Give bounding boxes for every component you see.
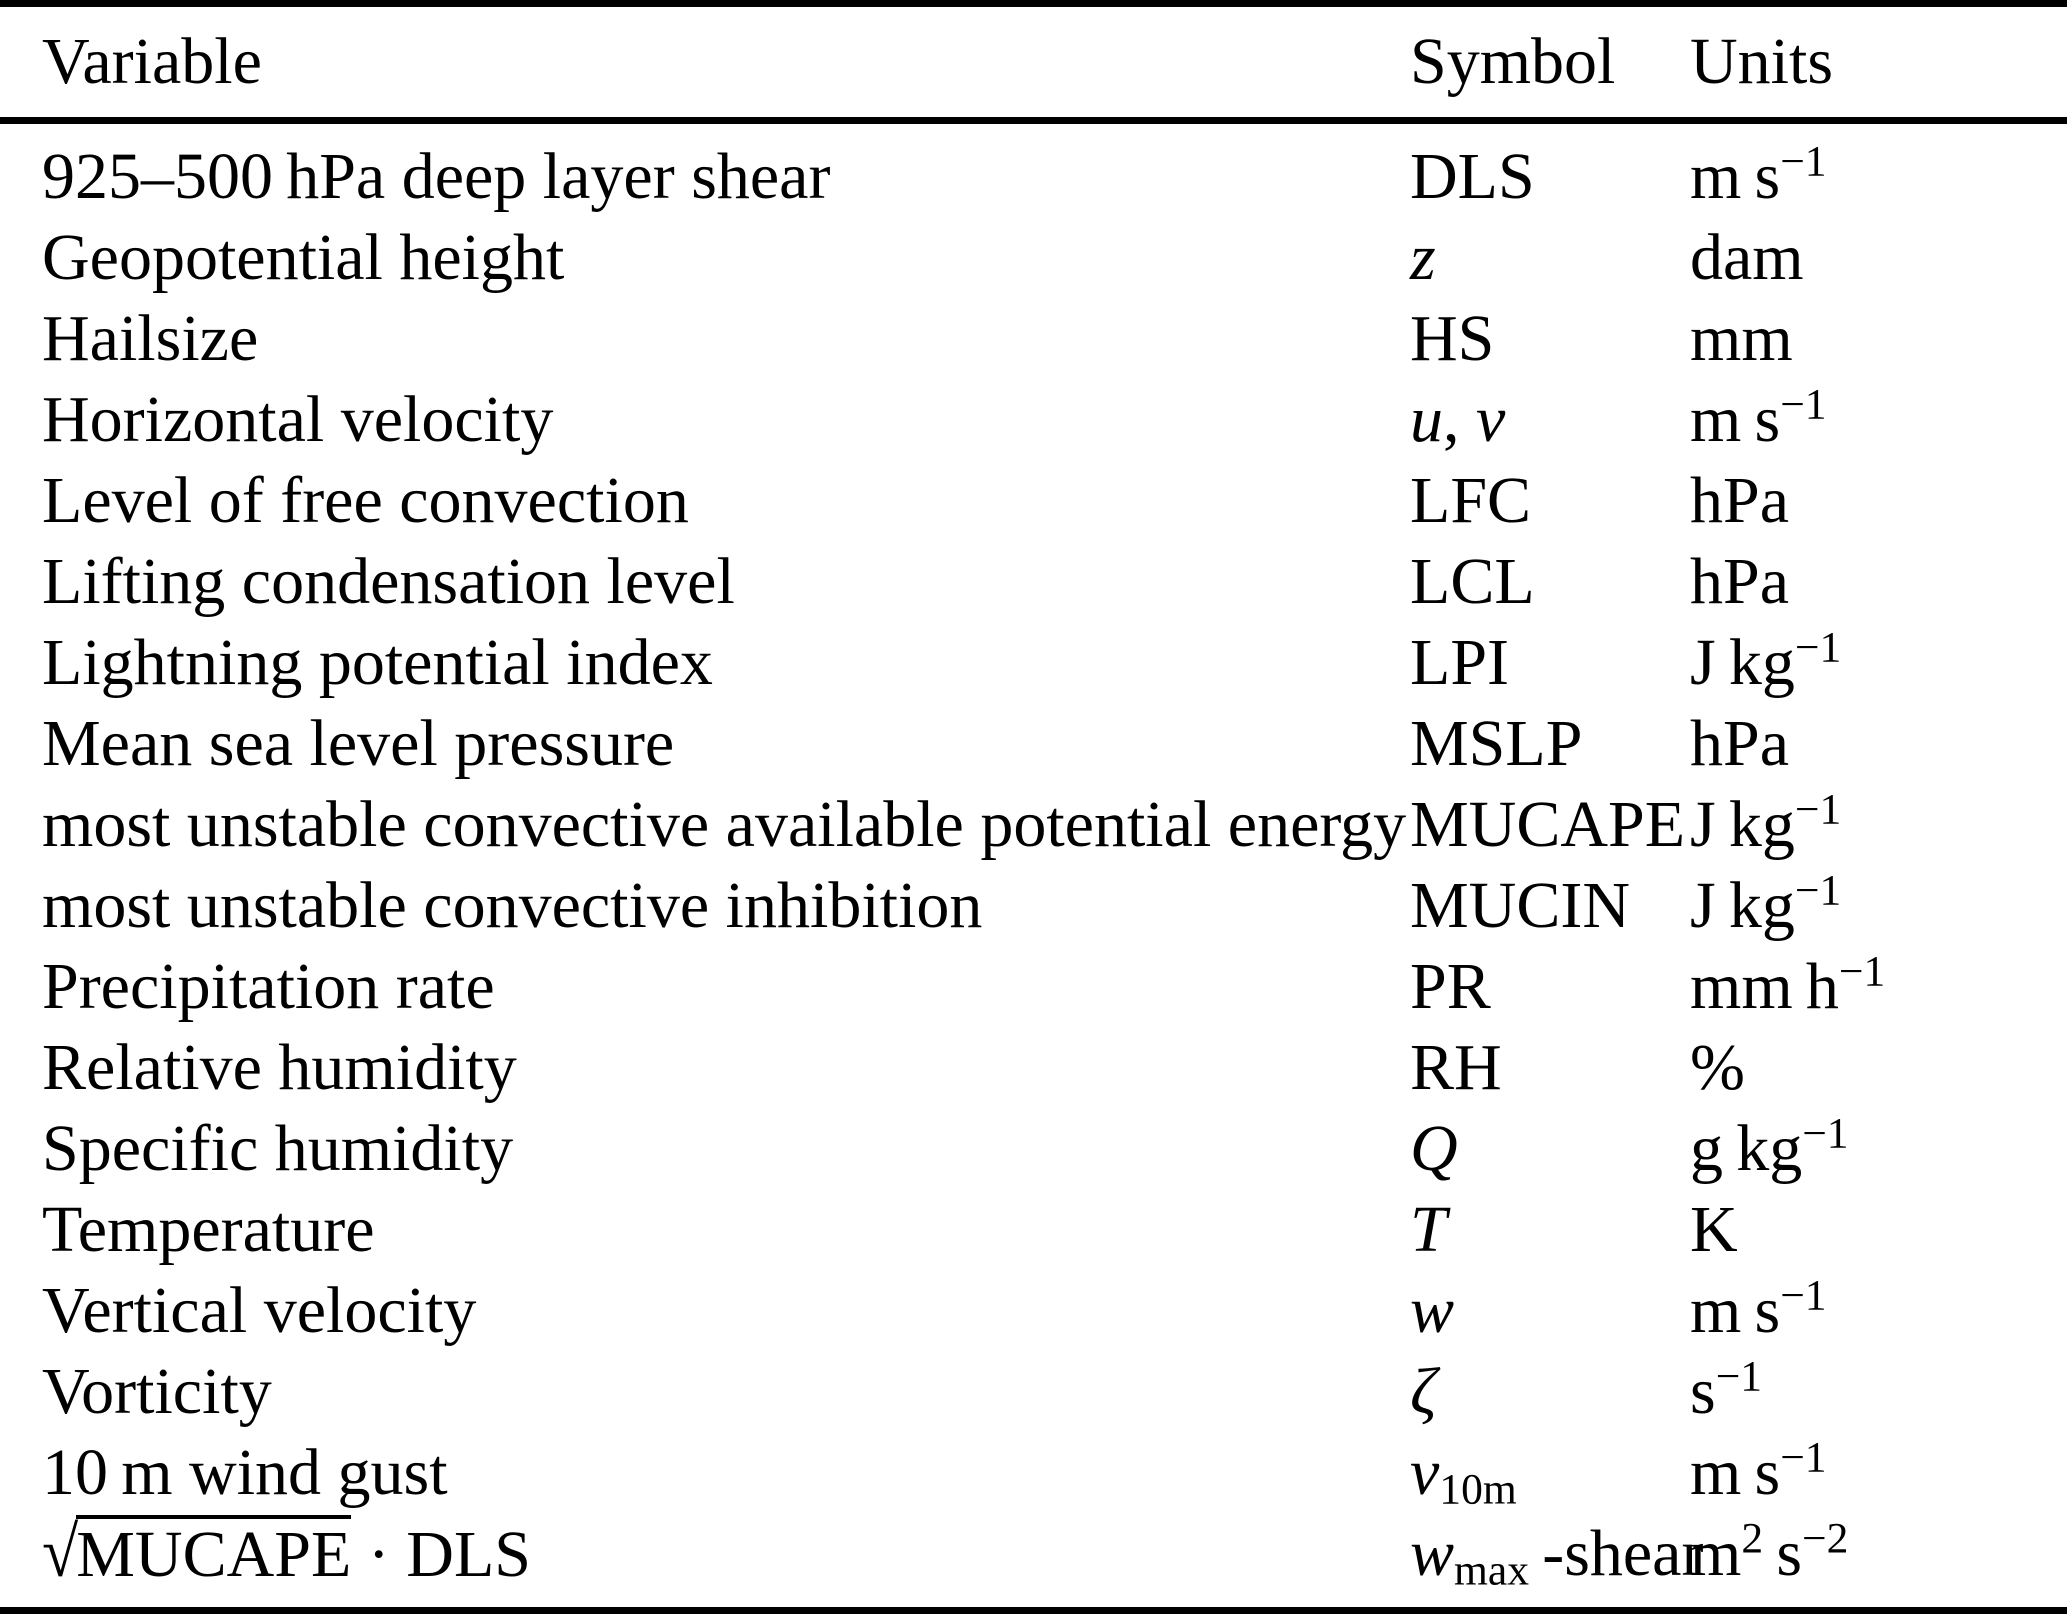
variable-cell: Mean sea level pressure [42, 706, 675, 780]
variable-cell: Specific humidity [42, 1111, 514, 1185]
table-row: Temperature T K [0, 1189, 2067, 1270]
column-header-symbol: Symbol [1410, 25, 1616, 98]
table-row: Vertical velocity w m s−1 [0, 1270, 2067, 1351]
variable-cell: √MUCAPE · DLS [0, 1513, 1410, 1593]
symbol-cell: wmax -shear [1410, 1516, 1704, 1595]
symbol-cell: v10m [1410, 1435, 1517, 1514]
symbol-cell: MUCAPE [1410, 787, 1686, 861]
symbol-cell: LPI [1410, 625, 1509, 699]
variable-cell: Vertical velocity [42, 1273, 477, 1347]
variable-cell: Horizontal velocity [42, 382, 554, 456]
square-root-expression: √MUCAPE [42, 1513, 352, 1592]
units-cell: m s−1 [1690, 379, 1827, 456]
symbol-cell: HS [1410, 301, 1495, 375]
variable-cell: Precipitation rate [42, 949, 495, 1023]
variable-cell: Lifting condensation level [42, 544, 735, 618]
table-row: Level of free convection LFC hPa [0, 460, 2067, 541]
column-header-units: Units [1690, 25, 1834, 98]
symbol-cell: T [1410, 1192, 1447, 1266]
units-cell: hPa [1690, 463, 1789, 537]
symbol-cell: RH [1410, 1030, 1502, 1104]
table-row: Mean sea level pressure MSLP hPa [0, 703, 2067, 784]
table-body: 925–500 hPa deep layer shear DLS m s−1 G… [0, 136, 2067, 1594]
table-row: Hailsize HS mm [0, 298, 2067, 379]
units-cell: hPa [1690, 706, 1789, 780]
table-row: most unstable convective available poten… [0, 784, 2067, 865]
variable-cell: Temperature [42, 1192, 375, 1266]
symbol-cell: LCL [1410, 544, 1535, 618]
table-row: Lightning potential index LPI J kg−1 [0, 622, 2067, 703]
variable-cell: 10 m wind gust [42, 1435, 448, 1509]
symbol-cell: ζ [1410, 1354, 1437, 1428]
table-row: most unstable convective inhibition MUCI… [0, 865, 2067, 946]
variable-cell: Relative humidity [42, 1030, 517, 1104]
symbol-cell: MUCIN [1410, 868, 1631, 942]
radical-sign: √ [42, 1512, 79, 1592]
symbol-cell: DLS [1410, 139, 1535, 213]
units-cell: m2 s−2 [1690, 1513, 1849, 1590]
table-row: Precipitation rate PR mm h−1 [0, 946, 2067, 1027]
table-header-row: Variable Symbol Units [0, 7, 2067, 117]
symbol-cell: LFC [1410, 463, 1532, 537]
units-cell: dam [1690, 220, 1804, 294]
variable-cell: most unstable convective available poten… [42, 787, 1407, 861]
variable-cell: Lightning potential index [42, 625, 713, 699]
units-cell: g kg−1 [1690, 1108, 1849, 1185]
variable-cell: Hailsize [42, 301, 259, 375]
units-cell: % [1690, 1030, 1745, 1104]
symbol-cell: Q [1410, 1111, 1458, 1185]
table-row: Relative humidity RH % [0, 1027, 2067, 1108]
variable-cell: Level of free convection [42, 463, 689, 537]
table-row: √MUCAPE · DLS wmax -shear m2 s−2 [0, 1513, 2067, 1594]
symbol-cell: MSLP [1410, 706, 1583, 780]
units-cell: J kg−1 [1690, 784, 1842, 861]
variable-cell: most unstable convective inhibition [42, 868, 983, 942]
variable-cell: 925–500 hPa deep layer shear [42, 139, 831, 213]
units-cell: J kg−1 [1690, 865, 1842, 942]
table-row: 10 m wind gust v10m m s−1 [0, 1432, 2067, 1513]
units-cell: mm h−1 [1690, 946, 1886, 1023]
table-bottom-rule [0, 1607, 2067, 1614]
variable-cell: Vorticity [42, 1354, 272, 1428]
column-header-variable: Variable [42, 25, 262, 98]
variable-cell: Geopotential height [42, 220, 565, 294]
units-cell: mm [1690, 301, 1793, 375]
symbol-cell: u, v [1410, 382, 1506, 456]
units-cell: hPa [1690, 544, 1789, 618]
units-cell: J kg−1 [1690, 622, 1842, 699]
table-row: Lifting condensation level LCL hPa [0, 541, 2067, 622]
units-cell: m s−1 [1690, 1432, 1827, 1509]
symbol-cell: z [1410, 220, 1436, 294]
symbol-cell: PR [1410, 949, 1491, 1023]
table-top-rule [0, 0, 2067, 7]
table-row: 925–500 hPa deep layer shear DLS m s−1 [0, 136, 2067, 217]
units-cell: m s−1 [1690, 1270, 1827, 1347]
table-row: Geopotential height z dam [0, 217, 2067, 298]
table-row: Specific humidity Q g kg−1 [0, 1108, 2067, 1189]
table-header-rule [0, 117, 2067, 124]
units-cell: K [1690, 1192, 1738, 1266]
table-row: Vorticity ζ s−1 [0, 1351, 2067, 1432]
units-cell: m s−1 [1690, 136, 1827, 213]
symbol-cell: w [1410, 1273, 1455, 1347]
table-row: Horizontal velocity u, v m s−1 [0, 379, 2067, 460]
units-cell: s−1 [1690, 1351, 1763, 1428]
radicand: MUCAPE [76, 1514, 352, 1588]
